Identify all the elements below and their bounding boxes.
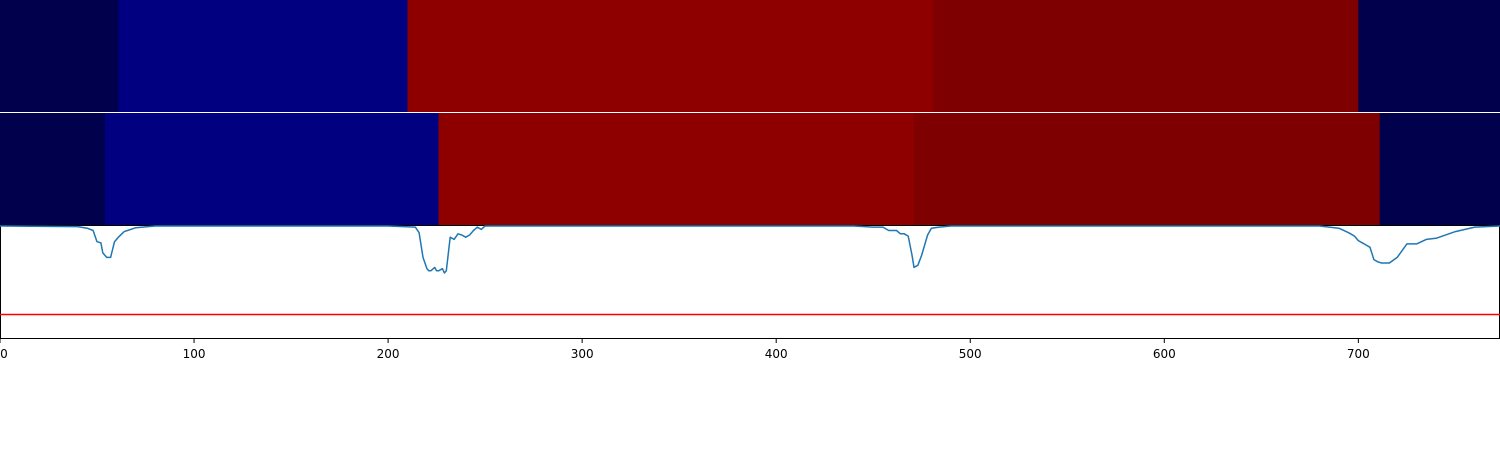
heatmap-segment <box>407 0 934 112</box>
heatmap-segment <box>1379 113 1500 225</box>
x-tick-label: 200 <box>377 347 400 361</box>
x-tick-label: 300 <box>571 347 594 361</box>
x-tick-label: 500 <box>959 347 982 361</box>
line-panel-frame <box>0 225 1500 339</box>
series-line <box>0 225 1500 274</box>
heatmap-segment <box>0 113 106 225</box>
x-tick-label: 700 <box>1347 347 1370 361</box>
heatmap-row-2 <box>0 113 1500 225</box>
heatmap-rows <box>0 0 1500 225</box>
heatmap-segment <box>104 113 440 225</box>
heatmap-segment <box>438 113 915 225</box>
heatmap-segment <box>118 0 409 112</box>
x-tick-label: 600 <box>1153 347 1176 361</box>
x-tick-label: 400 <box>765 347 788 361</box>
x-tick-label: 100 <box>183 347 206 361</box>
heatmap-segment <box>1358 0 1500 112</box>
x-axis: 0 100 200 300 400 500 600 700 <box>0 338 1370 361</box>
heatmap-segment <box>913 113 1381 225</box>
x-tick-label: 0 <box>0 347 8 361</box>
line-panel <box>0 225 1500 339</box>
heatmap-row-1 <box>0 0 1500 112</box>
heatmap-segment <box>0 0 119 112</box>
heatmap-segment <box>933 0 1359 112</box>
